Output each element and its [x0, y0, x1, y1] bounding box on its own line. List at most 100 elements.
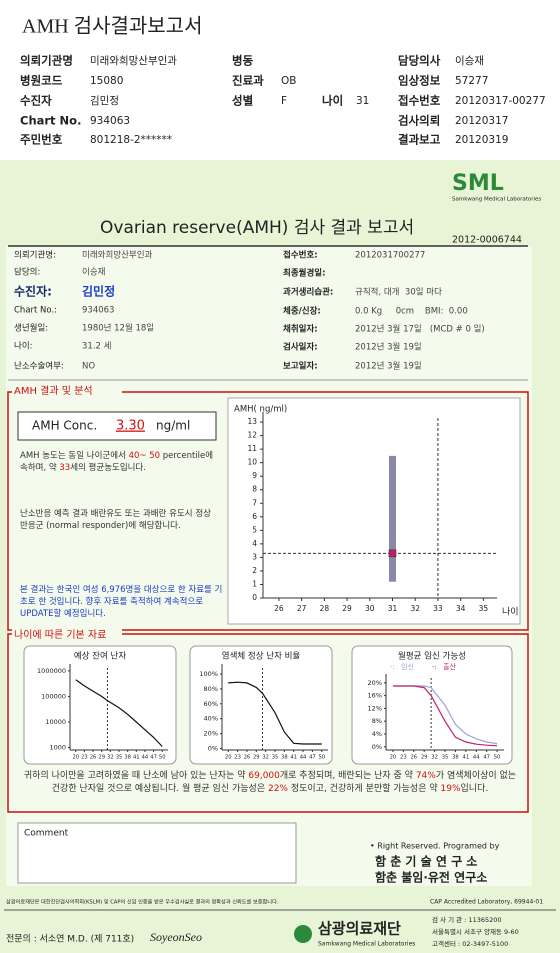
data-point — [388, 549, 397, 558]
y-tick-label: 1000000 — [37, 667, 66, 675]
field-label: 진료과 — [232, 74, 264, 88]
highlight: 22% — [267, 784, 288, 794]
legend-label: 임신 — [401, 662, 414, 671]
y-tick-label: 8 — [252, 485, 257, 494]
chart-title: 염색체 정상 난자 비율 — [222, 651, 301, 662]
patient-value: 2012년 3월 19일 — [355, 342, 422, 353]
field-label: 담당의사 — [398, 54, 441, 68]
x-tick-label: 31 — [388, 604, 398, 613]
field-value: 57277 — [455, 75, 488, 87]
field-value: OB — [281, 75, 296, 87]
x-tick-label: 30 — [365, 604, 375, 613]
x-tick-label: 34 — [456, 604, 466, 613]
x-tick-label: 41 — [290, 755, 297, 761]
field-label: 성별 — [232, 94, 253, 108]
phone: 고객센터 : 02-3497-5100 — [432, 939, 508, 948]
x-tick-label: 44 — [300, 755, 307, 761]
data-line — [75, 679, 163, 747]
y-tick-label: 100% — [199, 670, 218, 678]
x-axis-label: 나이 — [502, 607, 519, 618]
conc-label: AMH Conc. — [32, 419, 97, 433]
x-tick-label: 32 — [262, 755, 269, 761]
patient-value: NO — [82, 362, 95, 372]
x-tick-label: 23 — [234, 755, 241, 761]
heading-bg — [12, 628, 122, 641]
summary: 귀하의 나이만을 고려하였을 때 난소에 남아 있는 난자는 약 69,000개… — [22, 770, 518, 796]
chart-panel — [227, 397, 521, 625]
highlight: 33 — [59, 463, 71, 473]
patient-value: 31.2 세 — [82, 342, 111, 352]
header-title: AMH 검사결과보고서 — [22, 15, 202, 38]
field-label: 주민번호 — [20, 133, 63, 147]
legend-marker: -: — [432, 663, 437, 671]
field-label: 결과보고 — [398, 133, 441, 147]
patient-label: 과거생리습관: — [283, 287, 333, 298]
y-tick-label: 13 — [247, 417, 257, 426]
y-tick-label: 10000 — [45, 718, 66, 726]
y-tick-label: 9 — [252, 471, 257, 480]
y-tick-label: 0 — [252, 593, 257, 602]
patient-value: 934063 — [82, 306, 114, 316]
patient-label: 검사일자: — [283, 342, 318, 353]
patient-label: 생년월일: — [14, 323, 48, 334]
patient-label: 보고일자: — [283, 361, 318, 372]
y-tick-label: 0% — [372, 743, 382, 751]
agency: 검 사 기 관 : 11365200 — [432, 915, 502, 924]
patient-value: 이승재 — [82, 267, 105, 278]
x-tick-label: 32 — [107, 755, 114, 761]
x-tick-label: 29 — [253, 755, 260, 761]
basic-heading: 나이에 따른 기본 자료 — [14, 629, 106, 641]
text: percentile에 속하며, 약 — [20, 451, 214, 473]
highlight: 69,000 — [248, 771, 280, 781]
chart-title: 예상 잔여 난자 — [74, 651, 127, 662]
field-label: 검사의뢰 — [398, 114, 440, 128]
field-value: 김민정 — [90, 95, 119, 107]
x-tick-label: 47 — [483, 755, 490, 761]
field-value: 801218-2****** — [90, 134, 172, 146]
y-tick-label: 12% — [368, 704, 382, 712]
credit-lab: 함 춘 기 술 연 구 소 — [375, 854, 477, 869]
data-line — [392, 685, 498, 747]
y-tick-label: 20% — [204, 730, 218, 738]
conc-unit: ng/ml — [156, 419, 190, 433]
x-tick-label: 35 — [272, 755, 279, 761]
text: 귀하의 나이만을 고려하였을 때 난소에 남아 있는 난자는 약 — [23, 771, 249, 781]
conc-value: 3.30 — [116, 419, 145, 434]
x-tick-label: 50 — [159, 755, 166, 761]
field-value: 31 — [356, 95, 369, 107]
x-tick-label: 41 — [133, 755, 140, 761]
x-tick-label: 41 — [463, 755, 470, 761]
y-tick-label: 1000 — [49, 744, 66, 752]
x-tick-label: 50 — [494, 755, 501, 761]
field-label: 수진자 — [20, 94, 52, 108]
x-tick-label: 47 — [309, 755, 316, 761]
x-tick-label: 50 — [318, 755, 325, 761]
heading-bg — [12, 385, 122, 398]
comment-box — [17, 822, 297, 884]
x-tick-label: 44 — [473, 755, 480, 761]
signature: SoyeonSeo — [150, 930, 202, 944]
field-label: 병원코드 — [20, 74, 63, 88]
x-tick-label: 38 — [452, 755, 459, 761]
x-tick-label: 20 — [225, 755, 232, 761]
field-label: 나이 — [322, 94, 343, 108]
report-title: Ovarian reserve(AMH) 검사 결과 보고서 — [100, 218, 414, 238]
x-tick-label: 44 — [142, 755, 149, 761]
legend-marker: -: — [390, 663, 395, 671]
patient-label: 나이: — [14, 341, 33, 352]
patient-value: 규칙적, 대개 30일 마다 — [355, 287, 442, 298]
amh-heading: AMH 결과 및 분석 — [14, 385, 93, 397]
patient-label: 접수번호: — [283, 250, 318, 261]
y-tick-label: 7 — [252, 498, 257, 507]
logo-sub: Samkwang Medical Laboratories — [452, 197, 541, 203]
x-tick-label: 20 — [390, 755, 397, 761]
chart-panel — [23, 645, 177, 765]
conc-box — [17, 411, 217, 441]
amh-section-box — [7, 391, 529, 631]
patient-label: 난소수술여부: — [14, 361, 64, 372]
org-name: 삼광의료재단 — [318, 920, 401, 938]
field-label: Chart No. — [20, 114, 81, 128]
y-tick-label: 80% — [204, 685, 218, 693]
patient-label: 담당의: — [14, 267, 40, 278]
address: 서울특별시 서초구 양재동 9-60 — [432, 927, 519, 936]
